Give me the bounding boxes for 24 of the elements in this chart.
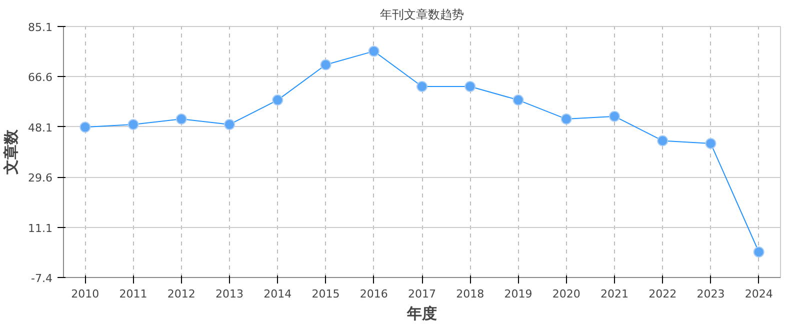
x-tick-label: 2020 — [552, 288, 580, 300]
y-tick-label: 11.1 — [28, 222, 53, 235]
y-axis-title: 文章数 — [2, 128, 20, 176]
x-tick-label: 2016 — [360, 288, 388, 300]
x-tick-label: 2017 — [408, 288, 436, 300]
x-tick-label: 2015 — [312, 288, 340, 300]
x-tick-label: 2023 — [696, 288, 725, 300]
x-tick-label: 2010 — [71, 288, 100, 300]
x-tick-label: 2024 — [744, 288, 773, 300]
x-tick-label: 2011 — [119, 288, 148, 300]
x-tick-label: 2014 — [264, 288, 292, 300]
y-tick-label: 66.6 — [28, 71, 53, 84]
y-tick-label: 85.1 — [28, 21, 53, 34]
x-axis-title: 年度 — [406, 304, 437, 322]
x-tick-label: 2021 — [600, 288, 628, 300]
y-tick-label: 48.1 — [28, 121, 53, 134]
y-tick-label: 29.6 — [28, 172, 53, 185]
y-tick-label: -7.4 — [31, 272, 53, 285]
x-tick-label: 2019 — [504, 288, 532, 300]
chart-title: 年刊文章数趋势 — [380, 8, 464, 22]
x-tick-label: 2022 — [648, 288, 677, 300]
x-tick-label: 2013 — [216, 288, 244, 300]
x-tick-label: 2018 — [456, 288, 484, 300]
x-tick-label: 2012 — [167, 288, 196, 300]
